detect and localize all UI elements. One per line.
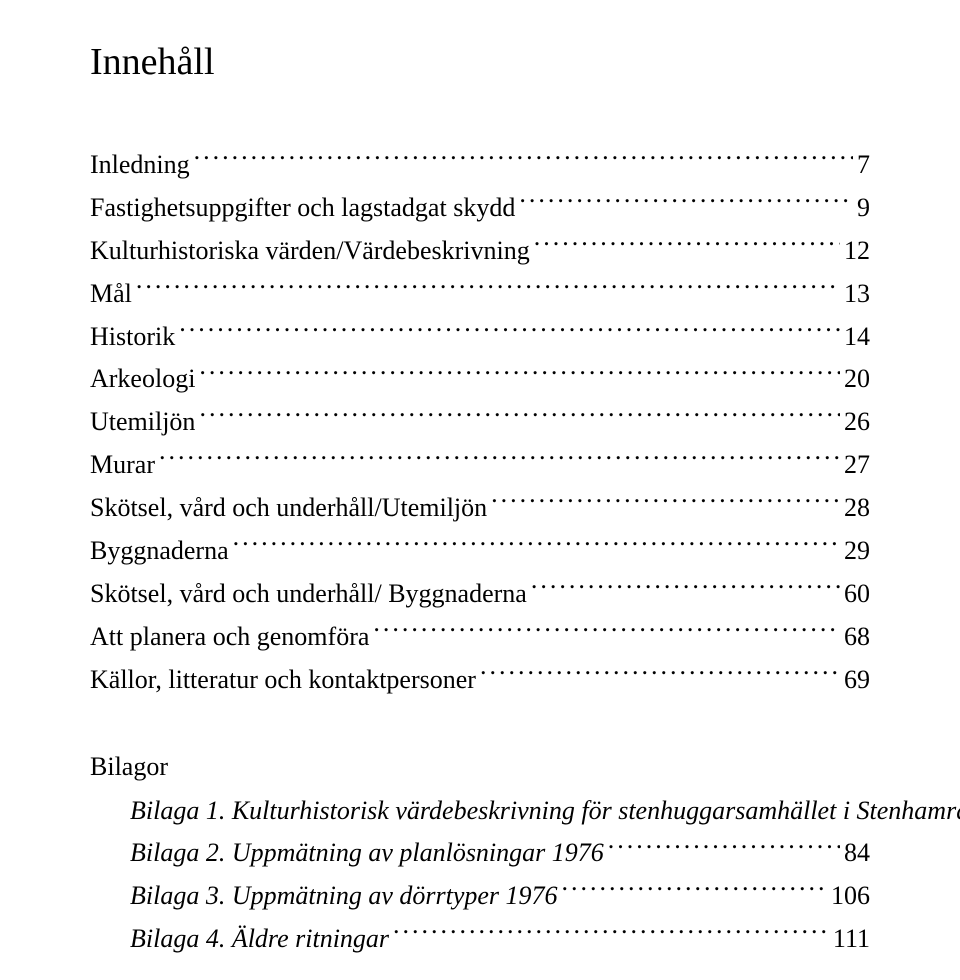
toc-leader-dots (199, 402, 840, 431)
toc-leader-dots (480, 659, 840, 688)
section-gap (90, 702, 870, 752)
toc-page-number: 26 (844, 401, 870, 444)
toc-label: Historik (90, 316, 175, 359)
toc-page-number: 7 (857, 144, 870, 187)
toc-entry: Skötsel, vård och underhåll/ Byggnaderna… (90, 573, 870, 616)
toc-leader-dots (179, 316, 840, 345)
toc-page-number: 9 (857, 187, 870, 230)
toc-page-number: 111 (833, 918, 870, 961)
toc-label: Att planera och genomföra (90, 616, 369, 659)
toc-entry: Bilaga 4. Äldre ritningar 111 (130, 918, 870, 961)
document-page: Innehåll Inledning 7 Fastighetsuppgifter… (0, 0, 960, 961)
toc-entry: Utemiljön 26 (90, 401, 870, 444)
toc-page-number: 14 (844, 316, 870, 359)
toc-label: Byggnaderna (90, 530, 229, 573)
toc-page-number: 28 (844, 487, 870, 530)
toc-leader-dots (233, 530, 840, 559)
toc-label: Källor, litteratur och kontaktpersoner (90, 659, 476, 702)
toc-page-number: 60 (844, 573, 870, 616)
toc-entry: Fastighetsuppgifter och lagstadgat skydd… (90, 187, 870, 230)
toc-leader-dots (491, 488, 840, 517)
toc-label: Fastighetsuppgifter och lagstadgat skydd (90, 187, 515, 230)
page-title: Innehåll (90, 40, 870, 84)
toc-leader-dots (534, 230, 840, 259)
toc-leader-dots (373, 616, 840, 645)
toc-page-number: 106 (831, 875, 870, 918)
toc-label: Kulturhistoriska värden/Värdebeskrivning (90, 230, 530, 273)
toc-page-number: 69 (844, 659, 870, 702)
toc-leader-dots (608, 833, 840, 862)
toc-entry: Arkeologi 20 (90, 358, 870, 401)
toc-entry: Att planera och genomföra 68 (90, 616, 870, 659)
toc-page-number: 13 (844, 273, 870, 316)
toc-page-number: 68 (844, 616, 870, 659)
toc-leader-dots (159, 445, 840, 474)
toc-label: Bilaga 3. Uppmätning av dörrtyper 1976 (130, 875, 558, 918)
toc-bilagor: Bilaga 1. Kulturhistorisk värdebeskrivni… (90, 790, 870, 962)
toc-leader-dots (194, 144, 853, 173)
toc-entry: Mål 13 (90, 273, 870, 316)
toc-entry: Bilaga 3. Uppmätning av dörrtyper 1976 1… (130, 875, 870, 918)
toc-label: Skötsel, vård och underhåll/Utemiljön (90, 487, 487, 530)
toc-entry: Inledning 7 (90, 144, 870, 187)
toc-label: Arkeologi (90, 358, 195, 401)
toc-leader-dots (136, 273, 840, 302)
toc-page-number: 12 (844, 230, 870, 273)
bilagor-heading: Bilagor (90, 752, 870, 782)
toc-label: Bilaga 2. Uppmätning av planlösningar 19… (130, 832, 604, 875)
toc-leader-dots (393, 919, 829, 948)
toc-entry: Historik 14 (90, 316, 870, 359)
toc-label: Inledning (90, 144, 190, 187)
toc-page-number: 20 (844, 358, 870, 401)
toc-leader-dots (531, 573, 840, 602)
toc-label: Skötsel, vård och underhåll/ Byggnaderna (90, 573, 527, 616)
toc-page-number: 84 (844, 832, 870, 875)
toc-label: Bilaga 4. Äldre ritningar (130, 918, 389, 961)
toc-entry: Kulturhistoriska värden/Värdebeskrivning… (90, 230, 870, 273)
toc-page-number: 29 (844, 530, 870, 573)
toc-entry: Byggnaderna 29 (90, 530, 870, 573)
toc-entry: Bilaga 1. Kulturhistorisk värdebeskrivni… (130, 790, 870, 833)
toc-entry: Skötsel, vård och underhåll/Utemiljön 28 (90, 487, 870, 530)
toc-leader-dots (199, 359, 840, 388)
toc-label: Bilaga 1. Kulturhistorisk värdebeskrivni… (130, 790, 960, 833)
toc-main: Inledning 7 Fastighetsuppgifter och lags… (90, 144, 870, 702)
toc-leader-dots (562, 876, 827, 905)
toc-leader-dots (519, 187, 853, 216)
toc-entry: Bilaga 2. Uppmätning av planlösningar 19… (130, 832, 870, 875)
toc-label: Murar (90, 444, 155, 487)
toc-label: Mål (90, 273, 132, 316)
toc-label: Utemiljön (90, 401, 195, 444)
toc-entry: Källor, litteratur och kontaktpersoner 6… (90, 659, 870, 702)
toc-page-number: 27 (844, 444, 870, 487)
toc-entry: Murar 27 (90, 444, 870, 487)
